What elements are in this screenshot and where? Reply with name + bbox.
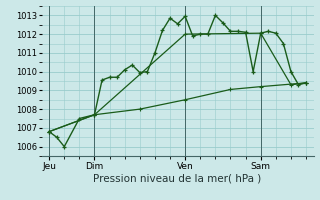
X-axis label: Pression niveau de la mer( hPa ): Pression niveau de la mer( hPa ) <box>93 173 262 183</box>
